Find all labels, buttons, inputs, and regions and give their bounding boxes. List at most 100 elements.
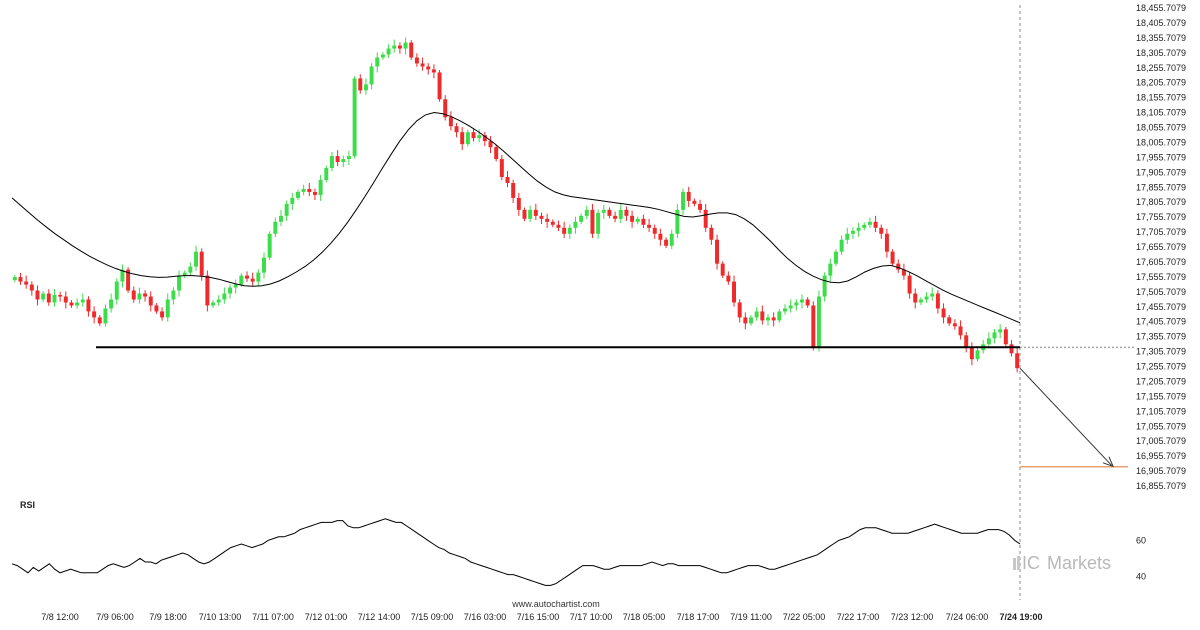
time-tick-label: 7/19 11:00 bbox=[730, 612, 772, 622]
price-tick-label: 17,755.7079 bbox=[1136, 212, 1186, 222]
candle-down bbox=[24, 281, 29, 285]
time-tick-label: 7/16 15:00 bbox=[517, 612, 560, 622]
candle-up bbox=[182, 272, 187, 276]
rsi-line bbox=[11, 518, 1021, 586]
candle-up bbox=[777, 311, 782, 321]
candle-down bbox=[1009, 344, 1014, 354]
candle-up bbox=[749, 317, 753, 324]
candle-up bbox=[799, 299, 804, 303]
price-tick-label: 17,255.7079 bbox=[1136, 362, 1186, 372]
time-tick-label: 7/12 01:00 bbox=[305, 612, 348, 622]
candle-up bbox=[279, 215, 283, 222]
candle-down bbox=[884, 233, 889, 252]
candle-down bbox=[1015, 353, 1020, 369]
candle-down bbox=[482, 135, 487, 142]
candle-up bbox=[635, 218, 640, 222]
candle-up bbox=[137, 293, 142, 300]
candle-down bbox=[18, 277, 23, 282]
candle-up bbox=[295, 191, 300, 198]
candle-down bbox=[143, 293, 148, 297]
projection-arrow-head bbox=[1102, 456, 1114, 468]
candle-up bbox=[579, 215, 584, 222]
candle-down bbox=[86, 299, 91, 312]
candle-up bbox=[754, 311, 759, 318]
time-tick-label: 7/24 06:00 bbox=[946, 612, 989, 622]
candle-down bbox=[907, 275, 912, 294]
candle-down bbox=[539, 215, 544, 219]
candle-up bbox=[301, 188, 306, 192]
rsi-tick-label: 40 bbox=[1136, 571, 1146, 581]
time-tick-label: 7/22 05:00 bbox=[783, 612, 826, 622]
price-tick-label: 17,655.7079 bbox=[1136, 242, 1186, 252]
candle-up bbox=[233, 284, 238, 288]
price-tick-label: 17,155.7079 bbox=[1136, 391, 1186, 401]
candle-up bbox=[788, 305, 793, 309]
candle-up bbox=[375, 57, 380, 67]
candle-down bbox=[58, 295, 63, 297]
candle-down bbox=[647, 224, 652, 228]
candle-down bbox=[533, 209, 538, 216]
candle-up bbox=[329, 156, 334, 169]
price-axis: 18,455.7079 18,405.7079 18,355.7079 18,305.… bbox=[1136, 3, 1186, 491]
candle-down bbox=[307, 188, 312, 192]
candle-down bbox=[771, 317, 776, 321]
candle-up bbox=[324, 168, 329, 180]
candle-down bbox=[205, 275, 210, 306]
candle-down bbox=[426, 66, 431, 70]
candle-down bbox=[69, 302, 74, 306]
candle-down bbox=[505, 177, 510, 183]
candle-down bbox=[312, 191, 317, 195]
candle-down bbox=[97, 317, 102, 324]
candle-up bbox=[992, 332, 997, 339]
price-tick-label: 17,055.7079 bbox=[1136, 421, 1186, 431]
price-tick-label: 17,205.7079 bbox=[1136, 376, 1186, 386]
candle-down bbox=[901, 269, 906, 276]
candle-up bbox=[352, 78, 357, 157]
candle-down bbox=[890, 251, 895, 264]
rsi-panel: 60 40 bbox=[11, 518, 1146, 586]
brand-name: Markets bbox=[1047, 553, 1111, 573]
candle-up bbox=[675, 209, 680, 234]
candle-down bbox=[431, 69, 436, 73]
price-tick-label: 17,305.7079 bbox=[1136, 347, 1186, 357]
candle-up bbox=[262, 257, 266, 273]
candle-down bbox=[148, 296, 153, 306]
candle-down bbox=[641, 218, 646, 225]
candle-up bbox=[177, 275, 182, 291]
candle-up bbox=[369, 66, 374, 85]
time-tick-label: 7/17 10:00 bbox=[570, 612, 613, 622]
candle-down bbox=[1003, 329, 1008, 345]
candle-up bbox=[465, 132, 470, 145]
brand-logo: IC Markets bbox=[1013, 553, 1111, 573]
candle-down bbox=[952, 323, 957, 327]
candle-up bbox=[573, 221, 578, 228]
candle-up bbox=[918, 299, 923, 303]
candle-down bbox=[873, 221, 878, 228]
candle-down bbox=[692, 200, 697, 204]
candle-up bbox=[171, 290, 176, 300]
price-tick-label: 17,955.7079 bbox=[1136, 152, 1186, 162]
candle-down bbox=[131, 290, 136, 300]
candle-up bbox=[392, 45, 397, 49]
candle-up bbox=[75, 302, 80, 306]
time-tick-label: 7/8 12:00 bbox=[41, 612, 79, 622]
candle-up bbox=[766, 317, 770, 321]
price-tick-label: 18,105.7079 bbox=[1136, 108, 1186, 118]
time-tick-label: 7/9 06:00 bbox=[96, 612, 134, 622]
candle-up bbox=[109, 299, 114, 309]
price-tick-label: 18,205.7079 bbox=[1136, 78, 1186, 88]
candle-down bbox=[879, 227, 884, 234]
candle-up bbox=[52, 295, 57, 303]
candle-up bbox=[924, 296, 929, 300]
candle-up bbox=[862, 224, 867, 228]
candle-down bbox=[63, 296, 68, 303]
price-tick-label: 16,905.7079 bbox=[1136, 466, 1186, 476]
candle-up bbox=[618, 209, 623, 219]
price-tick-label: 17,555.7079 bbox=[1136, 272, 1186, 282]
candle-up bbox=[856, 227, 861, 231]
candle-up bbox=[114, 281, 119, 300]
candle-up bbox=[403, 42, 408, 49]
candle-down bbox=[335, 156, 340, 163]
candle-up bbox=[222, 293, 227, 300]
candle-down bbox=[448, 117, 453, 127]
